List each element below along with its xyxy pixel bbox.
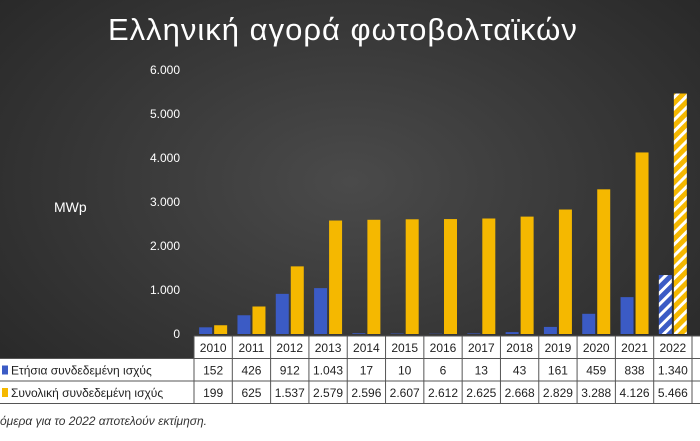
category-label: 2012	[276, 341, 303, 355]
bar-annual	[314, 288, 328, 334]
table-header-row	[194, 336, 700, 359]
bar-annual	[582, 313, 596, 334]
category-label: 2014	[353, 341, 380, 355]
bar-total	[520, 216, 534, 334]
bar-annual	[237, 315, 251, 334]
bar-chart: 0 1.000 2.000 3.000 4.000 5.000 6.000 2010 2011 2…	[0, 63, 700, 404]
bar-total	[482, 218, 496, 334]
bar-annual	[352, 333, 366, 334]
y-tick-label: 2.000	[150, 239, 180, 253]
data-label: 1.043	[313, 364, 343, 378]
category-label: 2020	[583, 341, 610, 355]
footnote: όμερα για το 2022 αποτελούν εκτίμηση.	[0, 414, 207, 428]
category-label: 2018	[506, 341, 533, 355]
bar-annual	[505, 332, 519, 334]
data-label: 459	[586, 364, 606, 378]
y-tick-label: 4.000	[150, 151, 180, 165]
data-label: 199	[203, 386, 223, 400]
category-label: 2019	[545, 341, 572, 355]
data-label: 43	[513, 364, 527, 378]
data-label: 2.596	[351, 386, 381, 400]
data-label: 2.829	[543, 386, 573, 400]
data-label: 6	[440, 364, 447, 378]
bar-total	[367, 219, 381, 334]
category-label: 2022	[659, 341, 686, 355]
data-label: 17	[360, 364, 374, 378]
bar-total	[673, 93, 687, 334]
bar-annual	[658, 275, 672, 334]
legend-label: Ετήσια συνδεδεμένη ισχύς	[11, 364, 152, 378]
bar-total	[558, 209, 572, 334]
data-label: 4.126	[620, 386, 650, 400]
data-label: 838	[625, 364, 645, 378]
bar-total	[444, 219, 457, 334]
legend-swatch	[2, 365, 8, 375]
bar-total	[597, 189, 611, 334]
y-tick-label: 6.000	[150, 63, 180, 77]
bar-annual	[543, 326, 557, 334]
category-label: 2021	[621, 341, 648, 355]
data-label: 625	[241, 386, 261, 400]
data-label: 2.625	[466, 386, 496, 400]
category-label: 2013	[315, 341, 342, 355]
category-label: 2017	[468, 341, 495, 355]
chart-title: Ελληνική αγορά φωτοβολταϊκών	[108, 12, 578, 47]
data-label: 13	[475, 364, 489, 378]
data-label: 3.288	[581, 386, 611, 400]
y-tick-label: 5.000	[150, 107, 180, 121]
bar-total	[252, 306, 266, 334]
legend-swatch	[2, 388, 8, 397]
bar-total	[405, 219, 419, 334]
y-tick-label: 0	[173, 327, 180, 341]
bar-total	[290, 266, 304, 334]
y-tick-label: 1.000	[150, 283, 180, 297]
data-label: 1.537	[275, 386, 305, 400]
bar-total	[214, 325, 228, 334]
data-label: 426	[241, 364, 261, 378]
y-tick-label: 3.000	[150, 195, 180, 209]
bar-annual	[199, 327, 213, 334]
data-label: 2.579	[313, 386, 343, 400]
data-label: 161	[548, 364, 568, 378]
category-label: 2015	[391, 341, 418, 355]
category-label: 2011	[239, 341, 265, 355]
data-label: 912	[280, 364, 300, 378]
data-label: 1.340	[658, 364, 688, 378]
bar-annual	[275, 293, 289, 334]
data-label: 2.668	[505, 386, 535, 400]
category-label: 2010	[200, 341, 227, 355]
bar-annual	[467, 333, 481, 334]
y-axis-label: MWp	[54, 199, 87, 215]
data-label: 5.466	[658, 386, 688, 400]
category-label: 2016	[430, 341, 457, 355]
data-label: 10	[398, 364, 412, 378]
legend-label: Συνολική συνδεδεμένη ισχύς	[11, 386, 163, 400]
data-label: 2.607	[390, 386, 420, 400]
bar-annual	[620, 297, 634, 334]
bar-total	[329, 220, 343, 334]
data-label: 2.612	[428, 386, 458, 400]
data-label: 152	[203, 364, 223, 378]
bar-total	[635, 152, 649, 334]
